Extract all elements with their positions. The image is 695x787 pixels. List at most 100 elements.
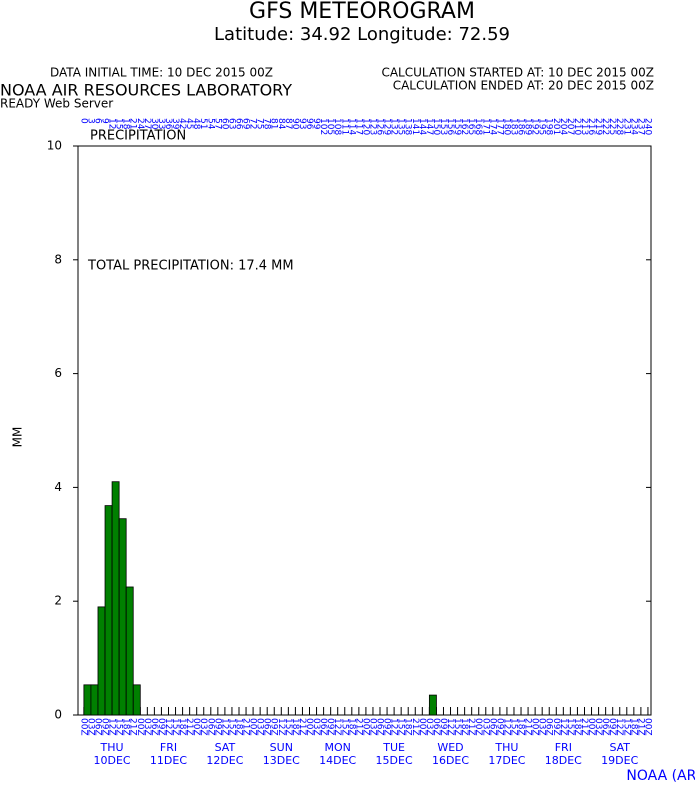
x-hour-label: 21Z: [635, 718, 645, 736]
x-hour-label: 18Z: [177, 718, 187, 736]
x-top-tick-label: 36: [163, 118, 173, 130]
x-top-tick-label: 129: [382, 118, 392, 135]
x-hour-label: 00Z: [191, 718, 201, 736]
x-top-tick-label: 180: [501, 118, 511, 135]
x-hour-label: 09Z: [100, 718, 110, 736]
x-hour-label: 21Z: [241, 718, 251, 736]
x-top-tick-label: 30: [149, 118, 159, 130]
x-hour-label: 06Z: [431, 718, 441, 736]
x-top-tick-label: 96: [304, 118, 314, 130]
bar: [90, 684, 99, 716]
bar: [104, 505, 113, 716]
x-top-tick-label: 123: [367, 118, 377, 135]
x-hour-label: 03Z: [593, 718, 603, 736]
x-top-tick-label: 186: [516, 118, 526, 135]
x-top-tick-label: 195: [537, 118, 547, 135]
date-label: 10DEC: [94, 754, 131, 767]
x-hour-label: 03Z: [142, 718, 152, 736]
x-top-tick-label: 204: [558, 118, 568, 135]
bar: [97, 606, 106, 716]
x-hour-label: 03Z: [85, 718, 95, 736]
date-label: 15DEC: [376, 754, 413, 767]
x-top-tick-label: 18: [121, 118, 131, 130]
x-hour-label: 00Z: [530, 718, 540, 736]
x-hour-label: 09Z: [156, 718, 166, 736]
x-hour-label: 12Z: [107, 718, 117, 736]
x-hour-label: 18Z: [290, 718, 300, 736]
x-top-tick-label: 177: [494, 118, 504, 135]
x-hour-label: 21Z: [410, 718, 420, 736]
x-hour-label: 12Z: [219, 718, 229, 736]
x-top-tick-label: 156: [445, 118, 455, 135]
x-hour-label: 21Z: [523, 718, 533, 736]
x-top-tick-label: 231: [621, 118, 631, 135]
x-hour-label: 00Z: [135, 718, 145, 736]
day-label: FRI: [160, 741, 177, 754]
x-top-tick-label: 207: [565, 118, 575, 135]
x-top-tick-label: 99: [311, 118, 321, 130]
bar: [111, 481, 120, 716]
x-hour-label: 15Z: [621, 718, 631, 736]
date-label: 13DEC: [263, 754, 300, 767]
x-top-tick-label: 21: [128, 118, 138, 129]
x-top-tick-label: 141: [410, 118, 420, 135]
x-top-tick-label: 213: [579, 118, 589, 135]
x-top-tick-label: 138: [403, 118, 413, 135]
y-axis-label: MM: [11, 427, 25, 448]
x-top-tick-label: 201: [551, 118, 561, 135]
x-hour-label: 18Z: [403, 718, 413, 736]
x-top-tick-label: 93: [297, 118, 307, 129]
x-top-tick-label: 84: [276, 118, 286, 130]
x-top-tick-label: 90: [290, 118, 300, 130]
x-hour-label: 03Z: [537, 718, 547, 736]
date-label: 19DEC: [601, 754, 638, 767]
x-hour-label: 06Z: [92, 718, 102, 736]
x-hour-label: 12Z: [276, 718, 286, 736]
x-top-tick-label: 60: [219, 118, 229, 130]
x-hour-label: 15Z: [452, 718, 462, 736]
x-top-tick-label: 75: [255, 118, 265, 129]
x-hour-label: 12Z: [332, 718, 342, 736]
x-hour-label: 12Z: [389, 718, 399, 736]
y-tick-label: 8: [54, 252, 62, 266]
x-top-tick-label: 63: [226, 118, 236, 129]
x-hour-label: 06Z: [318, 718, 328, 736]
x-top-tick-label: 114: [346, 118, 356, 135]
x-hour-label: 15Z: [565, 718, 575, 736]
date-label: 12DEC: [206, 754, 243, 767]
date-label: 17DEC: [488, 754, 525, 767]
x-hour-label: 21Z: [297, 718, 307, 736]
x-top-tick-label: 0: [78, 118, 88, 124]
x-top-tick-label: 225: [607, 118, 617, 135]
x-hour-label: 06Z: [600, 718, 610, 736]
day-label: MON: [325, 741, 351, 754]
x-top-tick-label: 153: [438, 118, 448, 135]
x-top-tick-label: 48: [191, 118, 201, 130]
x-hour-label: 18Z: [628, 718, 638, 736]
x-hour-label: 00Z: [360, 718, 370, 736]
day-label: THU: [100, 741, 124, 754]
x-hour-label: 21Z: [353, 718, 363, 736]
x-top-tick-label: 219: [593, 118, 603, 135]
bar: [118, 518, 127, 716]
x-top-tick-label: 147: [424, 118, 434, 135]
x-hour-label: 00Z: [473, 718, 483, 736]
x-hour-label: 18Z: [121, 718, 131, 736]
day-label: WED: [437, 741, 463, 754]
x-hour-label: 15Z: [226, 718, 236, 736]
plot-frame: [77, 145, 652, 716]
lab-name: NOAA AIR RESOURCES LABORATORY: [0, 81, 292, 100]
x-hour-label: 06Z: [487, 718, 497, 736]
x-hour-label: 03Z: [311, 718, 321, 736]
x-hour-label: 00Z: [417, 718, 427, 736]
date-label: 11DEC: [150, 754, 187, 767]
x-hour-label: 00Z: [304, 718, 314, 736]
x-hour-label: 09Z: [438, 718, 448, 736]
y-tick-label: 10: [47, 139, 62, 153]
x-top-tick-label: 228: [614, 118, 624, 135]
x-hour-label: 09Z: [382, 718, 392, 736]
x-hour-label: 09Z: [607, 718, 617, 736]
x-hour-label: 15Z: [114, 718, 124, 736]
x-top-tick-label: 168: [473, 118, 483, 135]
